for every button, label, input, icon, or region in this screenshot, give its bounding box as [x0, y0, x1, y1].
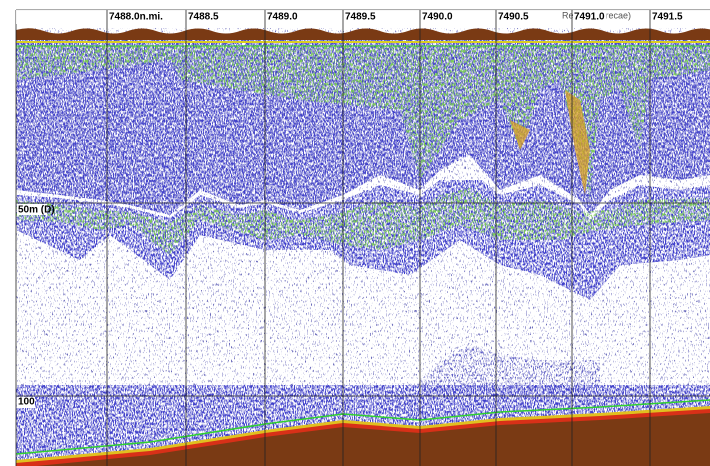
- distance-label: 7491.0: [574, 12, 605, 23]
- distance-label-box: [651, 11, 685, 23]
- distance-label-box: [497, 11, 531, 23]
- distance-label-box: [344, 11, 378, 23]
- distance-label-box: [266, 11, 300, 23]
- surface-band: [16, 28, 710, 40]
- distance-label-box: [421, 11, 455, 23]
- depth-label-box: [17, 397, 35, 408]
- depth-label-box: [17, 204, 47, 215]
- distance-label-box: [187, 11, 221, 23]
- depth-label: 100: [18, 397, 35, 408]
- overlay-text: trecae): [603, 10, 631, 20]
- distance-label: 7490.0: [422, 12, 453, 23]
- distance-label: 7489.5: [345, 12, 376, 23]
- distance-label: 7489.0: [267, 12, 298, 23]
- distance-label-box: [108, 11, 165, 23]
- bottom-band: [16, 413, 710, 466]
- plume: [510, 90, 590, 195]
- distance-label: 7488.0n.mi.: [109, 12, 163, 23]
- distance-label: 7490.5: [498, 12, 529, 23]
- overlay-text: Re: [562, 10, 574, 20]
- distance-label: 7491.5: [652, 12, 683, 23]
- depth-label: 50m (D): [18, 205, 55, 216]
- distance-label-box: [573, 11, 607, 23]
- bottom-line: [15, 399, 710, 455]
- distance-label: 7488.5: [188, 12, 219, 23]
